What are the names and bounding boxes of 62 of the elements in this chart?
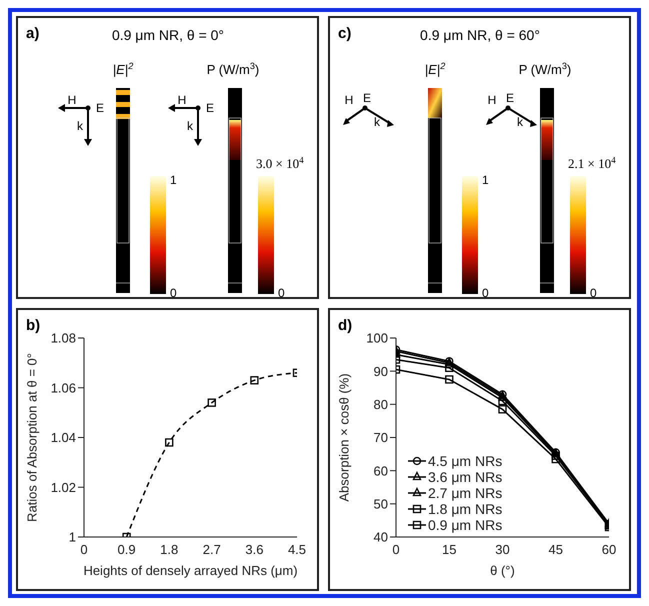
text: |E|$^{2}$ — [112, 61, 134, 77]
legend-label: 3.6 μm NRs — [428, 469, 502, 485]
x-tick-label: 4.5 — [288, 542, 306, 558]
legend-label: 4.5 μm NRs — [428, 453, 502, 469]
y-axis-title: Absorption × cosθ (%) — [336, 373, 352, 502]
text: H — [178, 93, 186, 107]
text: 3.0 × 10$^{4}$ — [256, 155, 304, 171]
text: H — [68, 93, 76, 107]
text: E — [96, 101, 104, 115]
text: E — [362, 91, 372, 105]
text: 0.9 μm NR, θ = 0° — [112, 27, 224, 43]
text: 1 — [482, 173, 489, 187]
text: k — [77, 119, 84, 133]
text: d) — [338, 317, 352, 334]
text: k — [517, 115, 524, 129]
y-tick-label: 1 — [68, 530, 76, 545]
y-tick-label: 70 — [374, 430, 388, 446]
y-tick-label: 50 — [374, 496, 388, 512]
text: P (W/m$^{3}$) — [206, 61, 260, 77]
text: 0 — [170, 286, 177, 300]
text: 0.9 μm NR, θ = 60° — [420, 27, 540, 43]
y-tick-label: 60 — [374, 463, 388, 478]
y-axis-title: Ratios of Absorption at θ = 0° — [24, 353, 40, 522]
y-tick-label: 1.04 — [50, 430, 76, 446]
x-tick-label: 3.6 — [245, 542, 264, 558]
text: b) — [26, 317, 40, 334]
text: 0 — [482, 286, 489, 300]
x-tick-label: 1.8 — [160, 542, 178, 558]
text: 0 — [278, 286, 285, 300]
text: a) — [26, 25, 40, 42]
text: k — [374, 115, 381, 129]
x-tick-label: 30 — [495, 542, 510, 558]
legend-label: 1.8 μm NRs — [428, 501, 502, 517]
text: 2.1 × 10$^{4}$ — [568, 155, 616, 171]
text: k — [187, 119, 194, 133]
text: |E|$^{2}$ — [424, 61, 446, 77]
x-tick-label: 60 — [602, 542, 616, 558]
legend-label: 0.9 μm NRs — [428, 517, 502, 533]
y-tick-label: 80 — [374, 396, 388, 412]
text: E — [206, 101, 214, 115]
y-tick-label: 40 — [374, 530, 388, 545]
x-tick-label: 15 — [442, 542, 456, 558]
text: P (W/m$^{3}$) — [518, 61, 572, 77]
x-tick-label: 2.7 — [202, 542, 221, 558]
text: H — [488, 93, 496, 107]
y-tick-label: 100 — [366, 330, 388, 346]
text: 1 — [170, 173, 177, 187]
x-tick-label: 0 — [392, 542, 400, 558]
text: 0 — [590, 286, 597, 300]
x-tick-label: 0.9 — [118, 542, 136, 558]
x-axis-title: Heights of densely arrayed NRs (μm) — [83, 563, 298, 578]
text: E — [506, 91, 514, 105]
x-tick-label: 0 — [80, 542, 88, 558]
y-tick-label: 90 — [374, 364, 388, 379]
x-axis-title: θ (°) — [490, 563, 515, 578]
y-tick-label: 1.06 — [50, 380, 76, 396]
text: H — [344, 93, 354, 107]
y-tick-label: 1.08 — [50, 330, 76, 346]
legend-label: 2.7 μm NRs — [428, 485, 502, 501]
text: c) — [338, 25, 352, 42]
y-tick-label: 1.02 — [50, 480, 76, 495]
x-tick-label: 45 — [548, 542, 563, 558]
